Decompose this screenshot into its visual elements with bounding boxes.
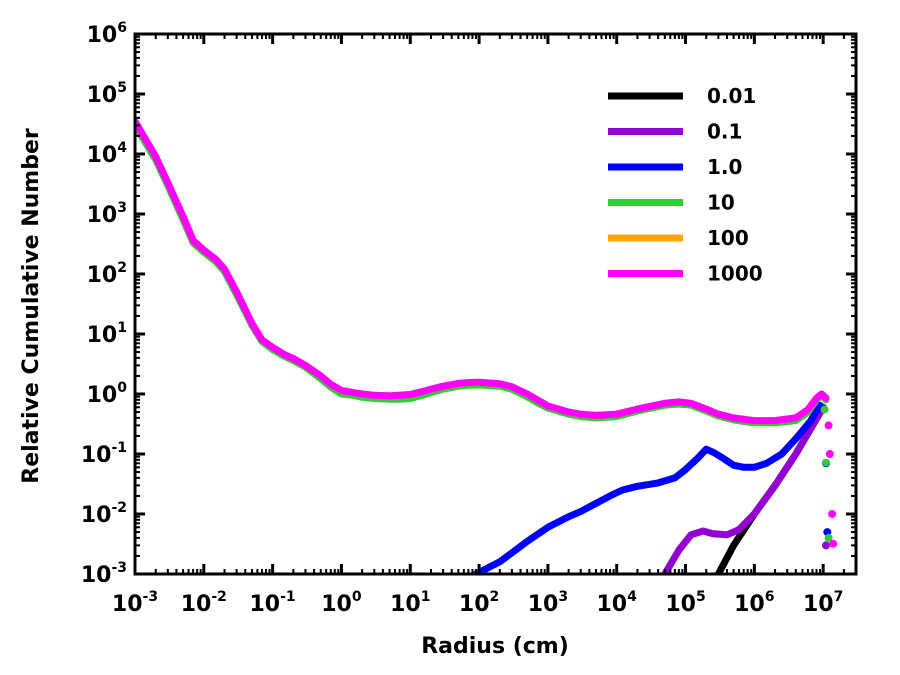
- series-5-dot-0: [824, 421, 833, 430]
- y-tick-label: 106: [87, 20, 127, 48]
- plot-frame: [133, 32, 858, 576]
- x-tick-label: 103: [528, 589, 568, 617]
- x-tick-label: 101: [390, 589, 430, 617]
- legend-label: 0.01: [707, 84, 756, 108]
- legend-label: 10: [707, 191, 735, 215]
- series-5-dot-2: [828, 510, 837, 518]
- series-3-dot-2: [824, 533, 833, 542]
- tick-labels-layer: 10-3 10-2 10-1 100 101 102 103 104 105 106 107 10-3…: [81, 20, 844, 617]
- legend: 0.01 0.1 1.0 10 100 1000: [608, 84, 763, 286]
- y-tick-label: 10-1: [81, 440, 127, 468]
- legend-item-1.0: 1.0: [608, 155, 742, 179]
- legend-label: 100: [707, 226, 749, 250]
- y-tick-label: 10-2: [81, 500, 127, 528]
- series-1-dot-0: [822, 541, 830, 550]
- x-tick-label: 10-2: [181, 589, 227, 617]
- legend-item-0.01: 0.01: [608, 84, 756, 108]
- y-tick-label: 104: [87, 140, 128, 168]
- series-line-1: [661, 403, 827, 574]
- legend-item-10: 10: [608, 191, 735, 215]
- legend-item-1000: 1000: [608, 262, 763, 286]
- x-tick-label: 104: [597, 589, 638, 617]
- x-tick-label: 10-3: [112, 589, 158, 617]
- x-tick-label: 105: [665, 589, 705, 617]
- y-axis-title: Relative Cumulative Number: [19, 128, 44, 484]
- legend-item-0.1: 0.1: [608, 120, 742, 144]
- legend-item-100: 100: [608, 226, 749, 250]
- y-tick-label: 10-3: [81, 560, 127, 588]
- legend-label: 1.0: [707, 155, 742, 179]
- legend-label: 0.1: [707, 120, 742, 144]
- y-tick-label: 103: [87, 200, 127, 228]
- series-3-dot-0: [820, 405, 829, 414]
- x-tick-label: 102: [459, 589, 499, 617]
- series-line-5: [135, 117, 830, 425]
- x-tick-label: 100: [321, 589, 362, 617]
- y-tick-label: 105: [87, 80, 127, 108]
- scatter-dots-layer: [820, 405, 838, 550]
- series-5-dot-1: [825, 450, 834, 458]
- x-tick-label: 106: [734, 589, 774, 617]
- series-5-dot-3: [829, 539, 838, 548]
- y-tick-label: 100: [87, 380, 128, 408]
- x-tick-label: 10-1: [250, 589, 296, 617]
- y-tick-label: 102: [87, 260, 127, 288]
- y-tick-label: 101: [87, 320, 127, 348]
- x-axis-title: Radius (cm): [421, 634, 569, 659]
- series-layer: [135, 117, 830, 574]
- series-3-dot-1: [822, 458, 830, 467]
- legend-label: 1000: [707, 262, 763, 286]
- x-tick-label: 107: [803, 589, 843, 617]
- series-line-2: [472, 401, 824, 574]
